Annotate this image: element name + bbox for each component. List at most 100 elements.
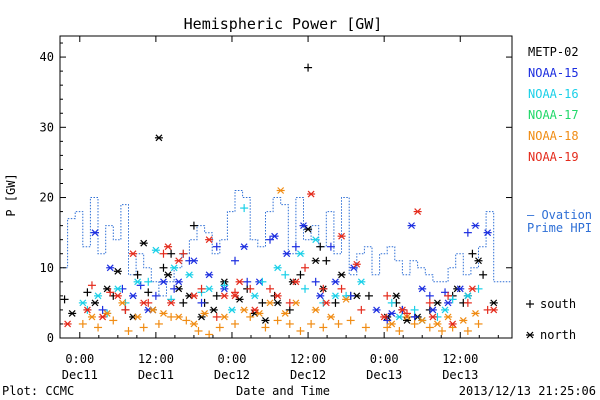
south-point	[361, 323, 370, 332]
north-point	[428, 313, 437, 321]
north-point	[273, 264, 282, 272]
x-tick-time-label: 0:00	[218, 352, 247, 366]
south-point	[337, 284, 346, 293]
north-point	[468, 285, 477, 293]
north-point	[311, 306, 320, 314]
y-tick-label: 20	[40, 191, 54, 205]
north-point	[448, 320, 457, 328]
north-point	[380, 313, 389, 321]
south-point	[425, 323, 434, 332]
north-point	[316, 292, 325, 300]
south-point	[281, 270, 290, 279]
legend-south-marker	[526, 300, 534, 308]
legend-entry: NOAA-19	[528, 150, 579, 164]
north-point	[349, 264, 358, 272]
north-point	[337, 271, 346, 279]
north-point	[311, 257, 320, 265]
south-point	[296, 270, 305, 279]
south-point	[296, 326, 305, 335]
north-point	[197, 313, 206, 321]
south-point	[159, 249, 168, 258]
north-point	[205, 236, 214, 244]
north-point	[299, 222, 308, 230]
north-point	[357, 278, 366, 286]
south-point	[444, 291, 453, 300]
ovation-prime-hpi-line	[60, 190, 512, 297]
x-tick-date-label: Dec11	[62, 368, 98, 382]
y-tick-label: 0	[47, 331, 54, 345]
south-point	[326, 242, 335, 251]
south-point	[215, 323, 224, 332]
north-point	[164, 271, 173, 279]
south-point	[402, 309, 411, 318]
south-point	[266, 284, 275, 293]
south-point	[212, 242, 221, 251]
south-point	[479, 270, 488, 279]
north-point	[326, 313, 335, 321]
south-point	[304, 63, 313, 72]
south-point	[144, 277, 153, 286]
south-point	[151, 291, 160, 300]
south-point	[246, 284, 255, 293]
north-point	[129, 250, 138, 258]
south-point	[266, 235, 275, 244]
north-point	[91, 299, 100, 307]
south-point	[410, 312, 419, 321]
north-point	[291, 278, 300, 286]
chart-title: Hemispheric Power [GW]	[184, 15, 383, 33]
south-point	[197, 284, 206, 293]
south-point	[307, 319, 316, 328]
south-point	[425, 291, 434, 300]
x-tick-time-label: 0:00	[370, 352, 399, 366]
legend: METP-02 NOAA-15 NOAA-16 NOAA-17 NOAA-18 NOAA-…	[526, 45, 592, 342]
legend-north-marker	[526, 331, 534, 339]
south-point	[179, 249, 188, 258]
north-point	[148, 306, 157, 314]
north-point	[395, 313, 404, 321]
south-point	[383, 323, 392, 332]
south-point	[240, 204, 249, 213]
north-point	[463, 292, 472, 300]
legend-marker-label: south	[540, 297, 576, 311]
x-tick-date-label: Dec13	[366, 368, 402, 382]
south-point	[220, 281, 229, 290]
north-point	[433, 299, 442, 307]
y-tick-label: 10	[40, 261, 54, 275]
north-point	[444, 299, 453, 307]
legend-marker-label: north	[540, 328, 576, 342]
north-point	[185, 271, 194, 279]
north-point	[133, 278, 142, 286]
north-point	[270, 232, 279, 240]
north-point	[170, 264, 179, 272]
north-point	[483, 229, 492, 237]
legend-ovation-line2: Prime HPI	[527, 221, 592, 235]
south-point	[197, 298, 206, 307]
north-point	[402, 317, 411, 324]
plot-frame	[59, 35, 513, 339]
south-point	[212, 312, 221, 321]
south-point	[319, 284, 328, 293]
south-point	[346, 316, 355, 325]
south-point	[258, 298, 267, 307]
south-point	[387, 298, 396, 307]
north-point	[337, 232, 346, 240]
north-point	[282, 250, 291, 258]
north-point	[474, 257, 483, 265]
north-point	[322, 299, 331, 307]
south-point	[463, 298, 472, 307]
north-point	[189, 257, 198, 265]
north-point	[205, 271, 214, 279]
south-point	[331, 298, 340, 307]
north-point	[250, 306, 259, 314]
north-point	[78, 299, 87, 307]
y-tick-label: 40	[40, 50, 54, 64]
north-point	[200, 309, 209, 317]
south-point	[243, 277, 252, 286]
north-point	[240, 306, 249, 314]
south-point	[285, 298, 294, 307]
north-point	[231, 292, 240, 300]
north-point	[94, 292, 103, 300]
north-point	[273, 299, 282, 307]
south-point	[170, 284, 179, 293]
